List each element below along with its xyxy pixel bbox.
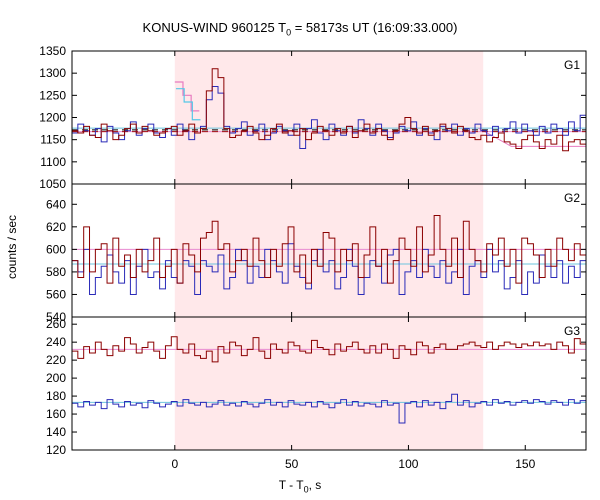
panel-g1-ytick-label: 1050: [39, 177, 66, 191]
panel-g3-ytick-label: 180: [46, 389, 66, 403]
panel-g1-ytick-label: 1150: [40, 133, 66, 147]
panel-g1-ytick-label: 1300: [39, 66, 66, 80]
panel-g1-label: G1: [564, 58, 580, 72]
panel-g2-label: G2: [564, 191, 580, 205]
panel-g3-frame: [71, 316, 587, 451]
panel-g3-label: G3: [564, 324, 580, 338]
panel-g1-red-series: [72, 68, 586, 152]
xtick-label: 100: [398, 457, 418, 471]
panel-g1-ytick-label: 1350: [39, 44, 66, 58]
panel-g2-ytick-label: 580: [46, 265, 66, 279]
chart-title: KONUS-WIND 960125 T0 = 58173s UT (16:09:…: [142, 20, 458, 38]
panel-g3-ytick-label: 120: [46, 443, 66, 457]
panel-g3-ytick-label: 200: [46, 371, 66, 385]
panel-g2-ytick-label: 620: [46, 220, 66, 234]
panel-g3-red-series: [72, 336, 586, 363]
panel-g1-ytick-label: 1250: [39, 88, 66, 102]
panel-g3-ytick-label: 260: [46, 317, 66, 331]
xtick-label: 150: [515, 457, 535, 471]
panel-g2-red-series: [72, 215, 586, 284]
panel-g2-ytick-label: 640: [46, 197, 66, 211]
panel-g1-ytick-label: 1200: [39, 111, 66, 125]
panel-g1-cyan-early-series: [175, 88, 201, 121]
panel-g3-ytick-label: 220: [46, 353, 66, 367]
panel-g2-ytick-label: 600: [46, 242, 66, 256]
panel-g3-ytick-label: 160: [46, 407, 66, 421]
panel-g3-ytick-label: 240: [46, 335, 66, 349]
panel-g1-pink-fit-line: [478, 127, 586, 147]
y-axis-label: counts / sec: [5, 214, 19, 280]
panel-g3-blue-series: [72, 393, 586, 424]
panel-g2-ytick-label: 560: [46, 287, 66, 301]
panel-g1-ytick-label: 1100: [40, 155, 66, 169]
shaded-interval: [174, 51, 484, 450]
panel-g3-ytick-label: 140: [46, 425, 66, 439]
xtick-label: 0: [171, 457, 178, 471]
panel-g2-ytick-label: 540: [46, 310, 66, 324]
x-axis-label: T - T0, s: [278, 478, 322, 495]
xtick-label: 50: [285, 457, 299, 471]
